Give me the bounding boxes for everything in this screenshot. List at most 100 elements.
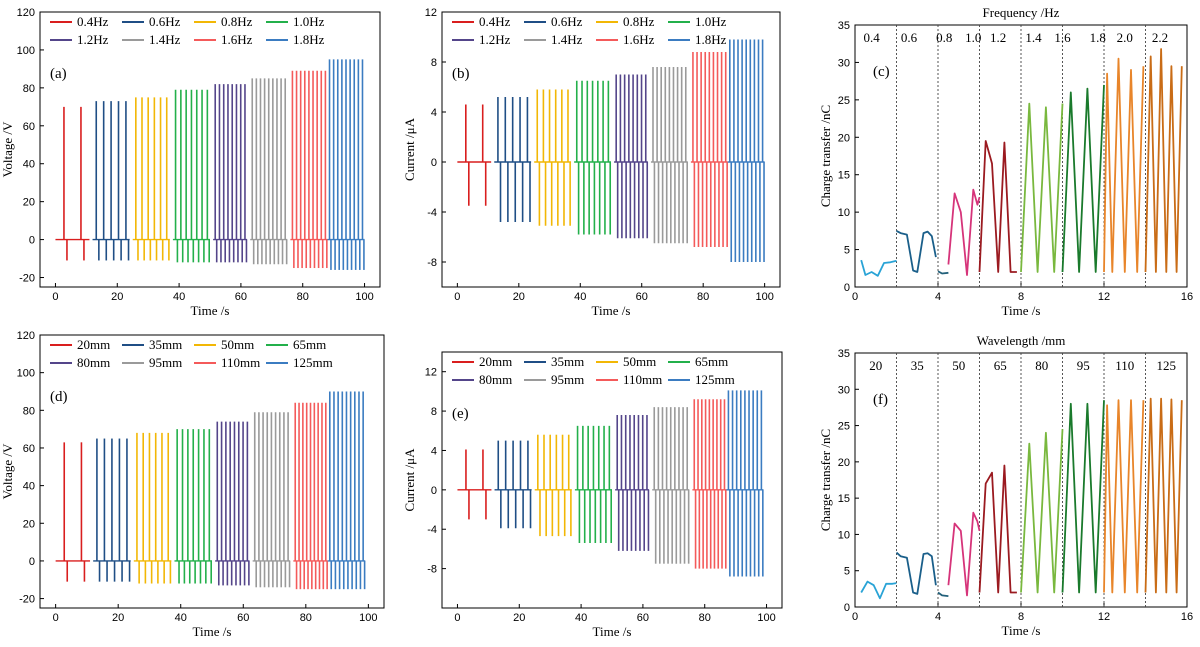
section-label: 0.6 bbox=[901, 30, 918, 45]
y-tick-label: 80 bbox=[23, 83, 35, 95]
x-tick-label: 100 bbox=[757, 612, 775, 624]
x-tick-label: 12 bbox=[1098, 291, 1110, 303]
y-tick-label: -8 bbox=[427, 564, 437, 576]
y-tick-label: 0 bbox=[29, 235, 35, 247]
y-tick-label: 0 bbox=[844, 602, 850, 614]
y-tick-label: 15 bbox=[838, 170, 850, 182]
x-tick-label: 100 bbox=[355, 291, 373, 303]
series-1.6Hz bbox=[290, 70, 328, 269]
y-tick-label: 20 bbox=[23, 518, 35, 530]
series-35mm bbox=[494, 440, 532, 529]
y-axis-label: Charge transfer /nC bbox=[818, 429, 833, 531]
series-1.4Hz bbox=[250, 78, 288, 265]
y-tick-label: 25 bbox=[838, 95, 850, 107]
y-tick-label: 20 bbox=[23, 197, 35, 209]
section-label: 1.4 bbox=[1025, 30, 1042, 45]
series-110mm bbox=[293, 402, 328, 590]
legend-label: 95mm bbox=[551, 372, 584, 387]
legend-label: 50mm bbox=[221, 337, 254, 352]
section-label: 20 bbox=[869, 358, 882, 373]
x-tick-label: 60 bbox=[637, 612, 649, 624]
series-1.0Hz bbox=[172, 89, 211, 263]
charge-series-line bbox=[1103, 57, 1145, 273]
x-tick-label: 0 bbox=[454, 612, 460, 624]
series-80mm bbox=[615, 415, 650, 551]
legend-label: 1.6Hz bbox=[221, 32, 253, 47]
y-axis-label: Current /μA bbox=[402, 448, 417, 512]
y-axis-label: Voltage /V bbox=[0, 121, 15, 177]
plot-frame-a bbox=[39, 11, 381, 288]
x-tick-label: 60 bbox=[235, 291, 247, 303]
x-tick-label: 40 bbox=[574, 291, 586, 303]
x-axis-label: Time /s bbox=[1002, 623, 1041, 638]
x-axis-label: Time /s bbox=[191, 303, 230, 318]
section-label: 80 bbox=[1035, 358, 1048, 373]
y-tick-label: 80 bbox=[23, 405, 35, 417]
y-tick-label: 0 bbox=[431, 485, 437, 497]
charge-series-line bbox=[1020, 102, 1064, 273]
chart-title: Frequency /Hz bbox=[983, 5, 1060, 20]
charge-series-line bbox=[1061, 400, 1105, 594]
y-tick-label: 20 bbox=[838, 457, 850, 469]
x-tick-label: 4 bbox=[935, 291, 941, 303]
y-tick-label: 5 bbox=[844, 566, 850, 578]
series-35mm bbox=[93, 438, 131, 582]
x-tick-label: 8 bbox=[1018, 291, 1024, 303]
y-tick-label: 15 bbox=[838, 493, 850, 505]
series-125mm bbox=[726, 390, 764, 577]
charge-series-line bbox=[860, 580, 897, 600]
series-1.2Hz bbox=[614, 74, 649, 239]
series-1.8Hz bbox=[327, 59, 365, 270]
legend-label: 0.8Hz bbox=[221, 14, 253, 29]
x-tick-label: 20 bbox=[513, 291, 525, 303]
charge-series-line bbox=[1144, 397, 1183, 594]
legend-label: 0.6Hz bbox=[149, 14, 181, 29]
legend-label: 1.0Hz bbox=[293, 14, 325, 29]
legend-label: 125mm bbox=[293, 355, 333, 370]
x-tick-label: 40 bbox=[173, 291, 185, 303]
series-110mm bbox=[692, 399, 727, 569]
series-50mm bbox=[534, 434, 572, 537]
y-tick-label: 60 bbox=[23, 443, 35, 455]
legend-label: 110mm bbox=[623, 372, 662, 387]
charge-series-line bbox=[1103, 399, 1145, 594]
section-label: 1.0 bbox=[965, 30, 981, 45]
x-tick-label: 80 bbox=[300, 612, 312, 624]
x-tick-label: 80 bbox=[697, 291, 709, 303]
y-tick-label: 25 bbox=[838, 421, 850, 433]
y-axis-label: Voltage /V bbox=[0, 443, 15, 499]
y-tick-label: 4 bbox=[431, 445, 437, 457]
section-label: 50 bbox=[952, 358, 965, 373]
series-95mm bbox=[652, 407, 690, 564]
x-axis-label: Time /s bbox=[1002, 303, 1041, 318]
panel-label: (c) bbox=[873, 64, 890, 80]
legend-label: 80mm bbox=[479, 372, 512, 387]
series-65mm bbox=[174, 429, 212, 584]
y-tick-label: 120 bbox=[17, 7, 35, 19]
y-tick-label: 30 bbox=[838, 57, 850, 69]
series-0.4Hz bbox=[55, 106, 90, 261]
series-0.4Hz bbox=[457, 104, 492, 206]
plot-frame-d bbox=[39, 334, 385, 609]
series-20mm bbox=[457, 449, 492, 520]
legend-label: 0.8Hz bbox=[623, 14, 655, 29]
y-tick-label: 40 bbox=[23, 159, 35, 171]
charge-series-line bbox=[947, 511, 981, 597]
x-axis-label: Time /s bbox=[593, 624, 632, 639]
panel-label: (f) bbox=[873, 392, 888, 408]
section-label: 95 bbox=[1077, 358, 1090, 373]
x-axis-label: Time /s bbox=[592, 303, 631, 318]
x-tick-label: 12 bbox=[1098, 611, 1110, 623]
x-tick-label: 0 bbox=[852, 611, 858, 623]
x-tick-label: 60 bbox=[237, 612, 249, 624]
y-tick-label: 10 bbox=[838, 529, 850, 541]
legend-label: 65mm bbox=[293, 337, 326, 352]
panel-label: (b) bbox=[452, 66, 470, 82]
section-label: 2.0 bbox=[1117, 30, 1133, 45]
section-label: 0.8 bbox=[936, 30, 952, 45]
legend-label: 35mm bbox=[551, 354, 584, 369]
series-0.8Hz bbox=[534, 89, 572, 226]
section-label: 2.2 bbox=[1152, 30, 1168, 45]
legend-label: 1.8Hz bbox=[293, 32, 325, 47]
charge-series-line bbox=[937, 591, 949, 597]
